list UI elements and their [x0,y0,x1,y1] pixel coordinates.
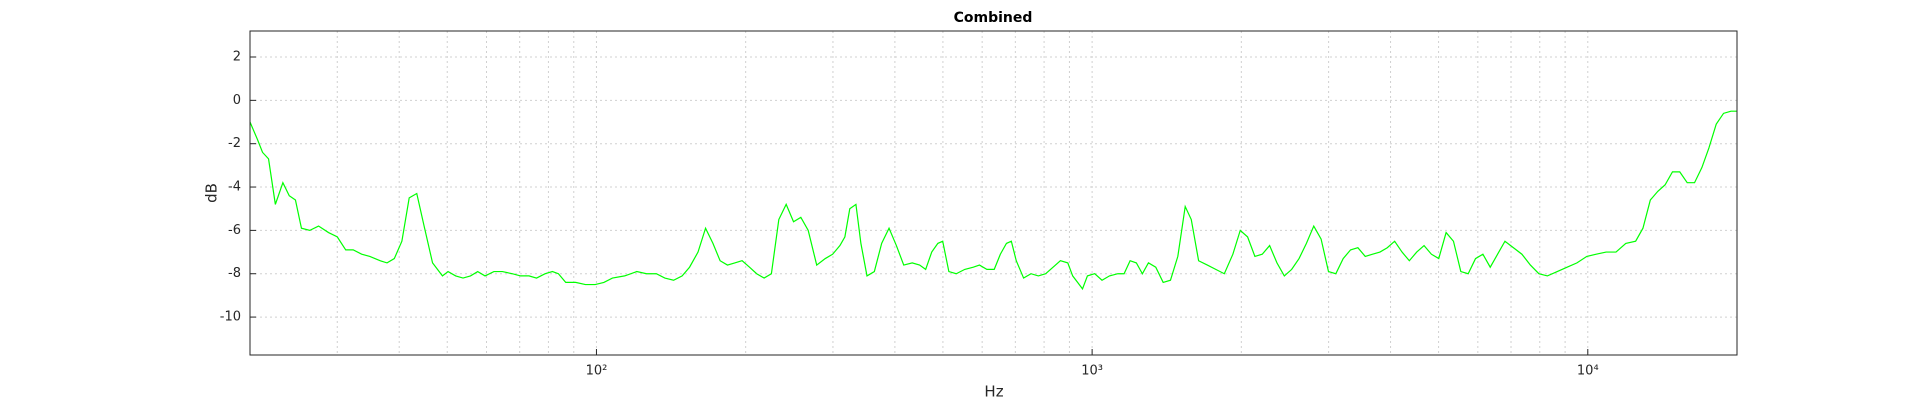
x-tick-label: 10² [586,364,608,379]
x-tick-label: 10³ [1081,364,1103,379]
y-tick-label: -2 [228,136,241,151]
data-line [249,110,1737,291]
y-tick-label: -6 [228,223,241,238]
plot-frame [249,30,1738,356]
y-tick-label: 2 [233,50,241,65]
y-tick-label: -4 [228,180,241,195]
y-axis-label: dB [203,183,221,203]
x-axis-label: Hz [984,383,1003,400]
chart-title: Combined [954,10,1033,26]
x-tick-label: 10⁴ [1577,364,1599,379]
y-tick-label: -10 [220,310,241,325]
y-tick-label: 0 [233,93,241,108]
y-tick-label: -8 [228,266,241,281]
